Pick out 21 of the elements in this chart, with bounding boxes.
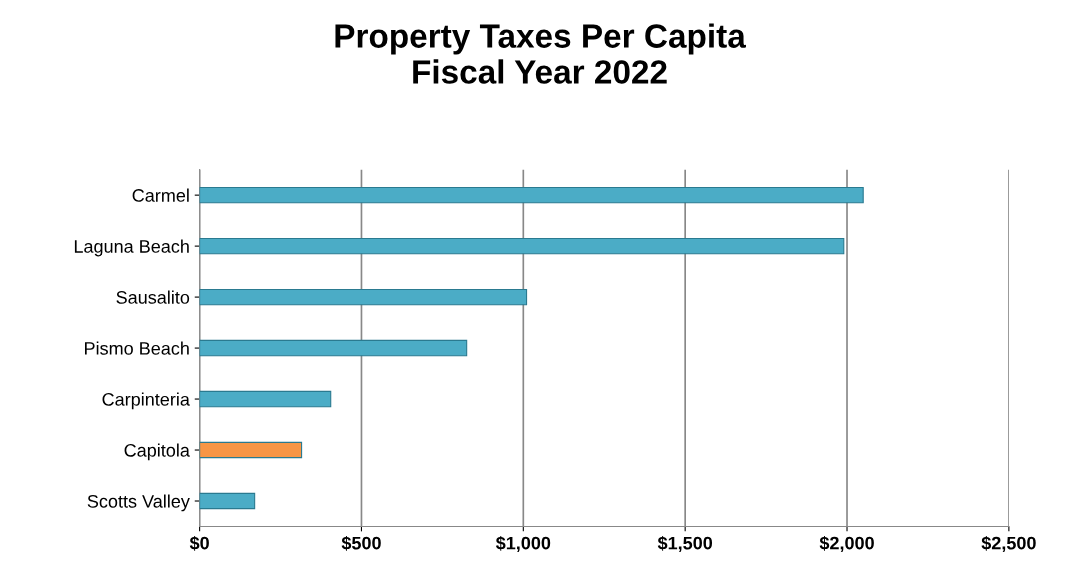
- y-tick-label: Laguna Beach: [74, 239, 189, 257]
- bar: [199, 237, 845, 255]
- x-tick-label: $2,500: [981, 535, 1036, 553]
- y-tick-label: Pismo Beach: [85, 341, 189, 355]
- x-tick-label: $1,000: [495, 535, 551, 553]
- y-tick-label: Carpinteria: [102, 392, 190, 410]
- bar: [199, 339, 468, 357]
- bar: [199, 288, 528, 306]
- y-tick-label: Capitola: [124, 443, 190, 461]
- bar: [199, 390, 332, 408]
- x-tick-label: $500: [341, 535, 381, 551]
- bar: [199, 186, 864, 204]
- y-tick-label: Carmel: [132, 188, 189, 202]
- y-tick-label: Scotts Valley: [87, 494, 190, 512]
- bar: [199, 441, 303, 459]
- y-tick-label: Sausalito: [116, 290, 190, 304]
- bar: [199, 492, 256, 510]
- chart-title: Property Taxes Per Capita Fiscal Year 2022: [335, 23, 746, 84]
- x-tick-label: $2,000: [819, 535, 874, 553]
- x-tick-label: $0: [189, 535, 209, 551]
- x-tick-label: $1,500: [657, 535, 713, 553]
